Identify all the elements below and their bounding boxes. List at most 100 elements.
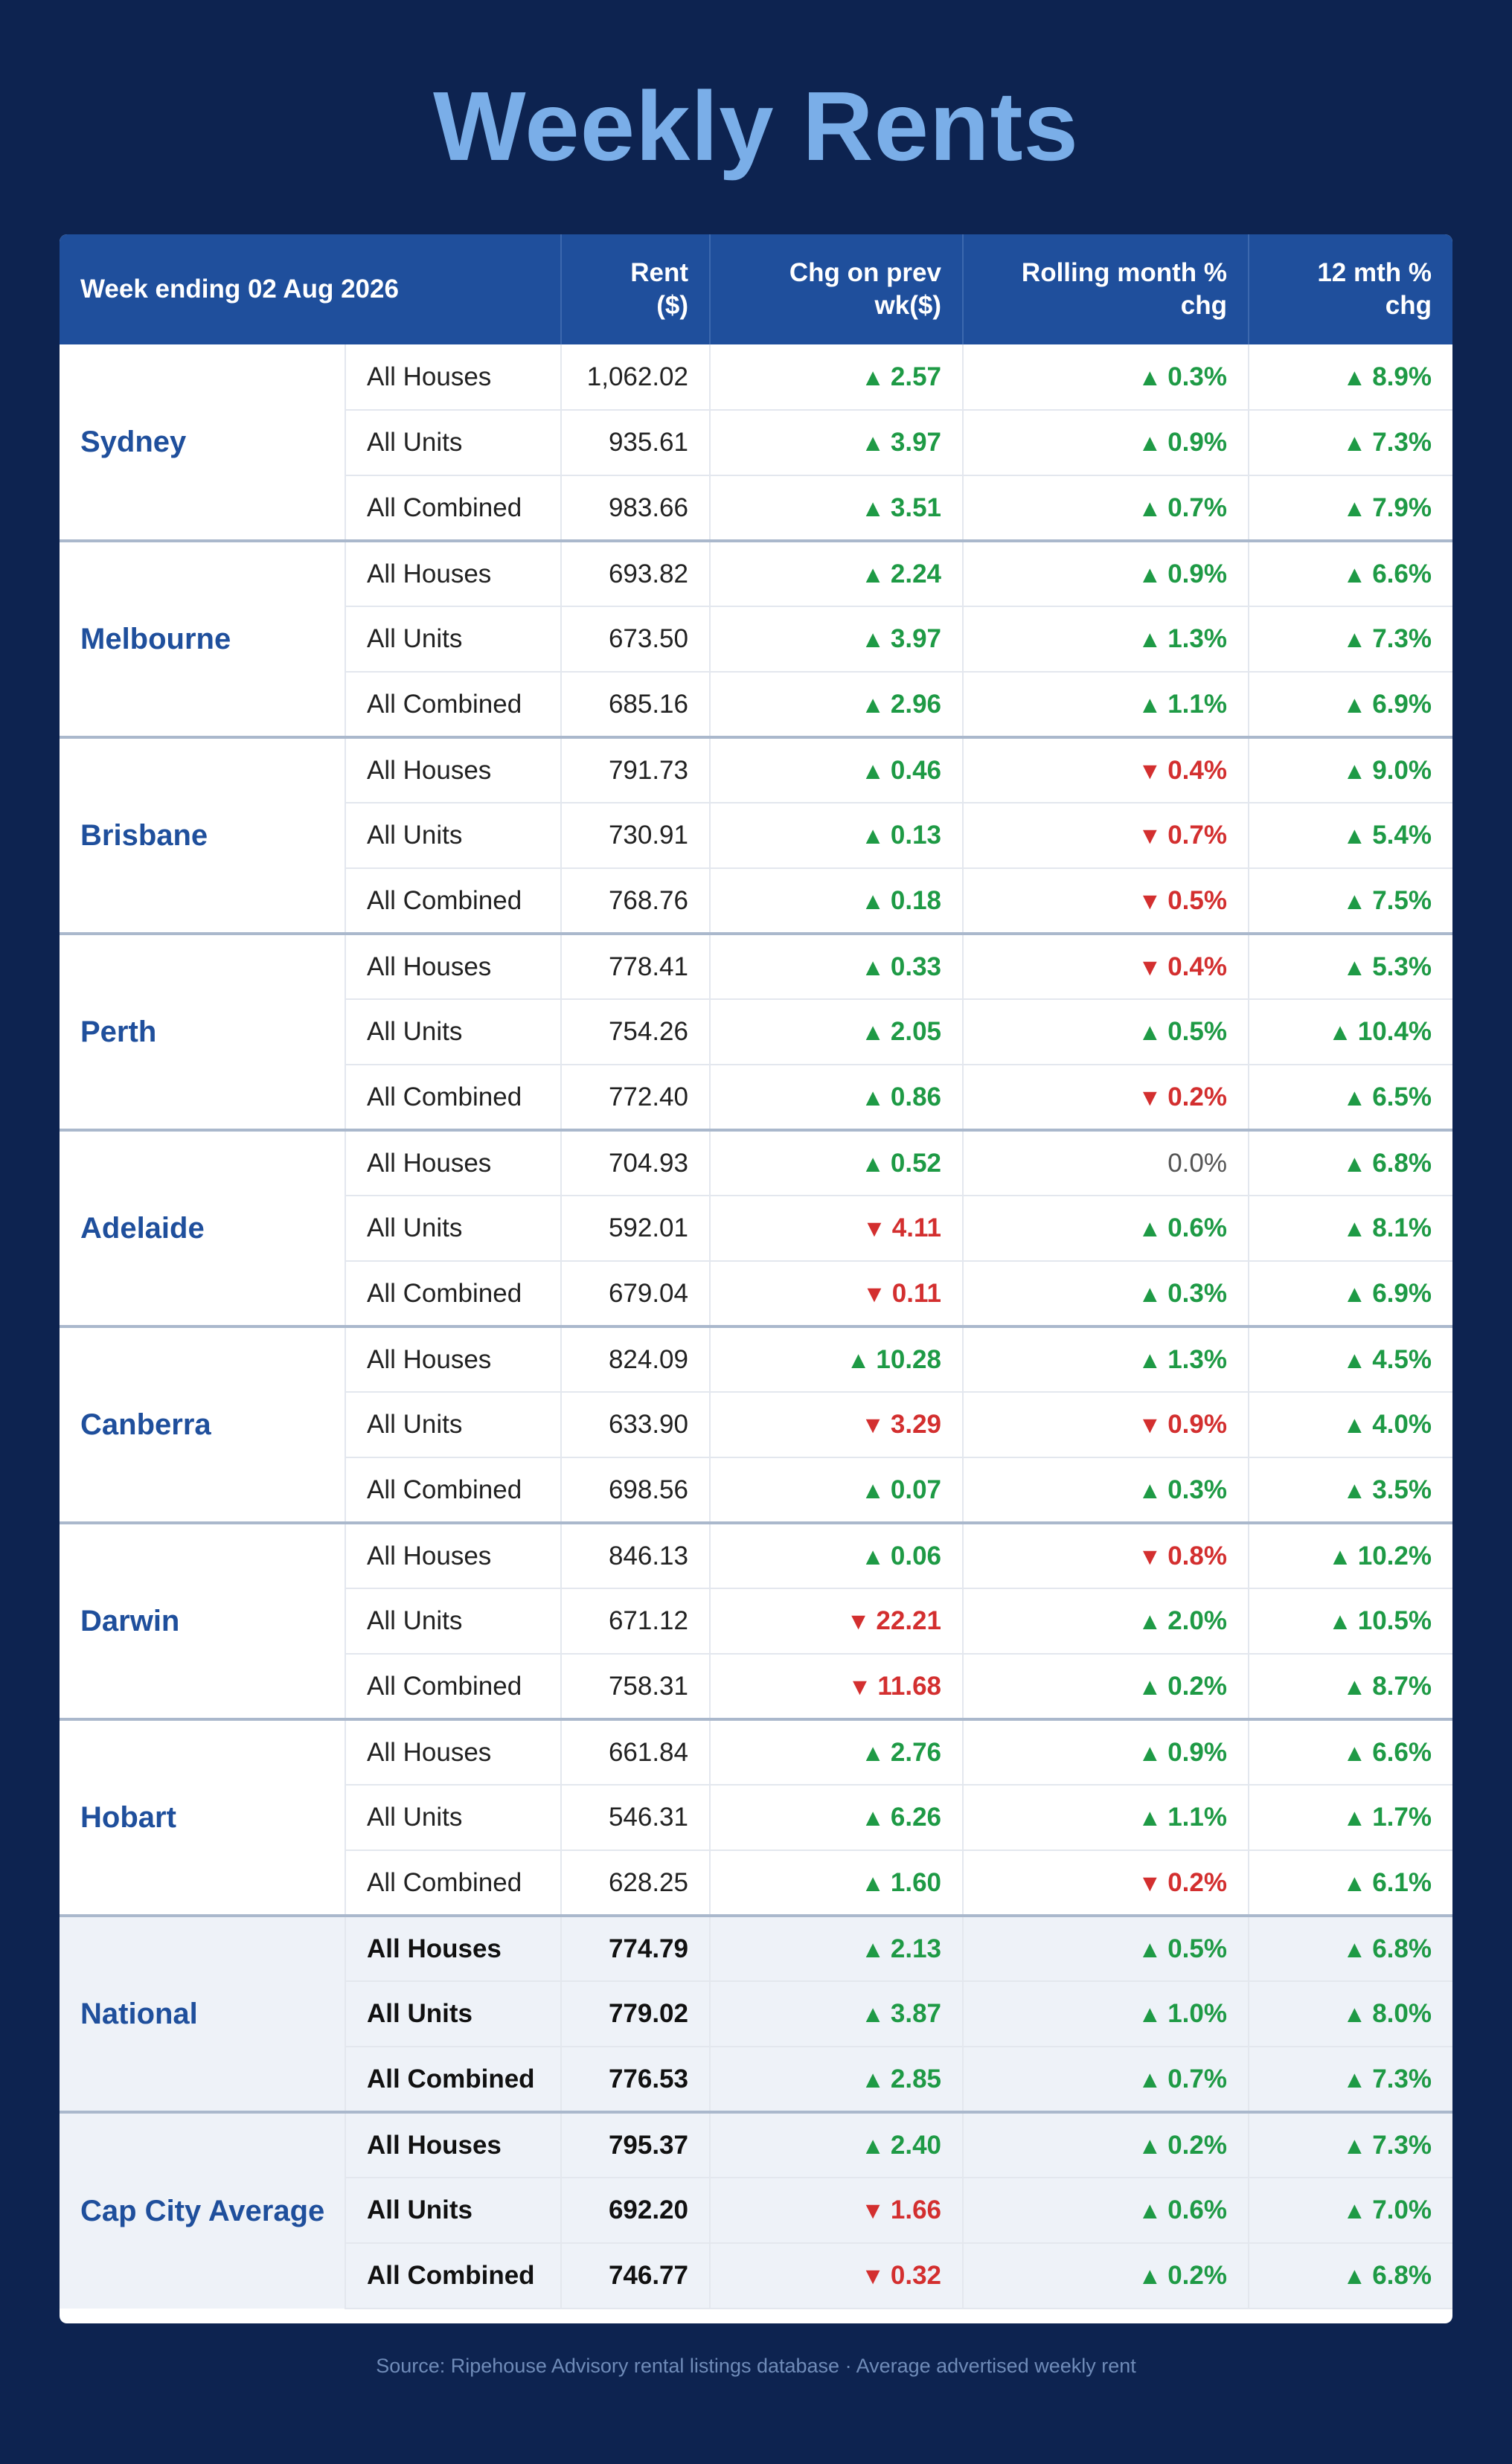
- rent-value: 628.25: [560, 1850, 710, 1916]
- up-arrow-icon: ▲: [861, 2001, 885, 2027]
- twelve-month-change-value: 3.5%: [1372, 1475, 1432, 1504]
- twelve-month-change-value: 7.3%: [1372, 2130, 1432, 2160]
- up-arrow-icon: ▲: [861, 1869, 885, 1896]
- weekly-change-value: 2.05: [890, 1017, 941, 1046]
- up-arrow-icon: ▲: [861, 363, 885, 391]
- up-arrow-icon: ▲: [1138, 2197, 1162, 2224]
- up-arrow-icon: ▲: [1138, 560, 1162, 588]
- dwelling-type: All Combined: [345, 1457, 561, 1524]
- city-name: Cap City Average: [60, 2111, 345, 2309]
- rolling-month-change-value: 0.7%: [1167, 821, 1227, 850]
- group-canberra: Canberra All Houses 824.09 ▲ 10.28 ▲ 1.3% ▲ 4.5%…: [60, 1325, 1452, 1524]
- dwelling-type: All Combined: [345, 2243, 561, 2309]
- twelve-month-change: ▲ 6.9%: [1248, 672, 1452, 738]
- weekly-change: ▼ 4.11: [709, 1196, 963, 1262]
- rent-value: 776.53: [560, 2047, 710, 2113]
- weekly-change: ▲ 0.06: [709, 1521, 963, 1589]
- twelve-month-change-value: 6.8%: [1372, 1148, 1432, 1178]
- rent-header-line2: ($): [656, 291, 688, 320]
- weekly-change: ▲ 1.60: [709, 1850, 963, 1916]
- rent-value: 778.41: [560, 932, 710, 1000]
- table-row: National All Houses 774.79 ▲ 2.13 ▲ 0.5% ▲ 6.8%: [60, 1914, 1452, 2112]
- up-arrow-icon: ▲: [861, 757, 885, 784]
- twelve-month-change-value: 6.5%: [1372, 1082, 1432, 1111]
- twelve-month-change: ▲ 1.7%: [1248, 1785, 1452, 1851]
- table-row: All Combined 768.76 ▲ 0.18 ▼ 0.5% ▲ 7.5%: [60, 868, 1452, 934]
- weekly-change-value: 2.76: [890, 1737, 941, 1767]
- twelve-month-change: ▲ 8.7%: [1248, 1654, 1452, 1720]
- table-row: All Combined 776.53 ▲ 2.85 ▲ 0.7% ▲ 7.3%: [60, 2047, 1452, 2113]
- twelve-month-change-value: 1.7%: [1372, 1803, 1432, 1832]
- rent-value: 779.02: [560, 1981, 710, 2047]
- rolling-month-change-value: 0.2%: [1167, 2261, 1227, 2290]
- weekly-change: ▲ 2.76: [709, 1718, 963, 1786]
- rent-value: 772.40: [560, 1065, 710, 1131]
- table-row: All Combined 772.40 ▲ 0.86 ▼ 0.2% ▲ 6.5%: [60, 1065, 1452, 1131]
- table-row: All Units 692.20 ▼ 1.66 ▲ 0.6% ▲ 7.0%: [60, 2178, 1452, 2244]
- table-row: All Units 546.31 ▲ 6.26 ▲ 1.1% ▲ 1.7%: [60, 1785, 1452, 1851]
- weekly-change: ▲ 3.51: [709, 475, 963, 542]
- down-arrow-icon: ▼: [1138, 822, 1162, 849]
- twelve-month-change: ▲ 7.5%: [1248, 868, 1452, 934]
- rolling-month-change-value: 0.6%: [1167, 1213, 1227, 1242]
- dwelling-type: All Houses: [345, 344, 561, 411]
- table-row: Canberra All Houses 824.09 ▲ 10.28 ▲ 1.3% ▲ 4.5%: [60, 1325, 1452, 1523]
- dwelling-type: All Units: [345, 1785, 561, 1851]
- up-arrow-icon: ▲: [1342, 1215, 1367, 1242]
- dwelling-type: All Combined: [345, 1261, 561, 1327]
- change-column-header: Chg on prev wk($): [709, 234, 963, 344]
- twelve-month-change-value: 7.3%: [1372, 624, 1432, 653]
- twelve-month-header-line2: chg: [1385, 291, 1432, 320]
- up-arrow-icon: ▲: [1342, 363, 1367, 391]
- table-row: Sydney All Houses 1,062.02 ▲ 2.57 ▲ 0.3% ▲ 8.9%: [60, 344, 1452, 458]
- twelve-month-change-value: 6.9%: [1372, 1278, 1432, 1308]
- weekly-change-value: 22.21: [876, 1606, 941, 1635]
- rent-value: 758.31: [560, 1654, 710, 1720]
- rolling-header-line2: chg: [1180, 291, 1227, 320]
- up-arrow-icon: ▲: [1342, 1869, 1367, 1896]
- up-arrow-icon: ▲: [1342, 1476, 1367, 1504]
- rolling-month-change: ▲ 0.5%: [962, 1914, 1249, 1982]
- up-arrow-icon: ▲: [1138, 429, 1162, 456]
- up-arrow-icon: ▲: [1342, 494, 1367, 522]
- weekly-change: ▲ 0.86: [709, 1065, 963, 1131]
- group-sydney: Sydney All Houses 1,062.02 ▲ 2.57 ▲ 0.3% ▲ 8.9% A…: [60, 344, 1452, 542]
- dwelling-type: All Houses: [345, 1325, 561, 1393]
- up-arrow-icon: ▲: [1328, 1018, 1352, 1045]
- twelve-month-change: ▲ 10.5%: [1248, 1588, 1452, 1655]
- weekly-change: ▲ 6.26: [709, 1785, 963, 1851]
- up-arrow-icon: ▲: [861, 1542, 885, 1570]
- rent-value: 795.37: [560, 2111, 710, 2178]
- up-arrow-icon: ▲: [1342, 1672, 1367, 1700]
- twelve-month-change-value: 8.0%: [1372, 1999, 1432, 2028]
- up-arrow-icon: ▲: [861, 626, 885, 652]
- twelve-month-change: ▲ 8.1%: [1248, 1196, 1452, 1262]
- weekly-change: ▼ 1.66: [709, 2178, 963, 2244]
- up-arrow-icon: ▲: [1138, 1672, 1162, 1700]
- down-arrow-icon: ▼: [1138, 953, 1162, 981]
- twelve-month-change-value: 4.5%: [1372, 1344, 1432, 1374]
- dwelling-type: All Units: [345, 410, 561, 476]
- up-arrow-icon: ▲: [1328, 1608, 1352, 1634]
- weekly-change-value: 2.13: [890, 1934, 941, 1963]
- up-arrow-icon: ▲: [1342, 2131, 1367, 2159]
- rolling-month-change: ▼ 0.4%: [962, 932, 1249, 1000]
- up-arrow-icon: ▲: [1342, 2197, 1367, 2224]
- twelve-month-change: ▲ 7.3%: [1248, 606, 1452, 673]
- twelve-month-change-value: 10.4%: [1357, 1017, 1432, 1046]
- weekly-change: ▲ 0.18: [709, 868, 963, 934]
- weekly-change-value: 10.28: [876, 1344, 941, 1374]
- rent-value: 671.12: [560, 1588, 710, 1655]
- up-arrow-icon: ▲: [1342, 1346, 1367, 1373]
- rolling-month-change-value: 0.7%: [1167, 2064, 1227, 2094]
- twelve-month-change-value: 7.3%: [1372, 2064, 1432, 2094]
- rolling-month-change: ▲ 2.0%: [962, 1588, 1249, 1655]
- rolling-header-line1: Rolling month %: [1021, 258, 1227, 287]
- table-row: Adelaide All Houses 704.93 ▲ 0.52 0.0% ▲ 6.8%: [60, 1129, 1452, 1326]
- twelve-month-change-value: 6.8%: [1372, 2261, 1432, 2290]
- up-arrow-icon: ▲: [861, 1149, 885, 1177]
- up-arrow-icon: ▲: [1342, 626, 1367, 652]
- rolling-month-change-value: 0.5%: [1167, 1934, 1227, 1963]
- rolling-month-change-value: 0.2%: [1167, 1671, 1227, 1701]
- dwelling-type: All Combined: [345, 868, 561, 934]
